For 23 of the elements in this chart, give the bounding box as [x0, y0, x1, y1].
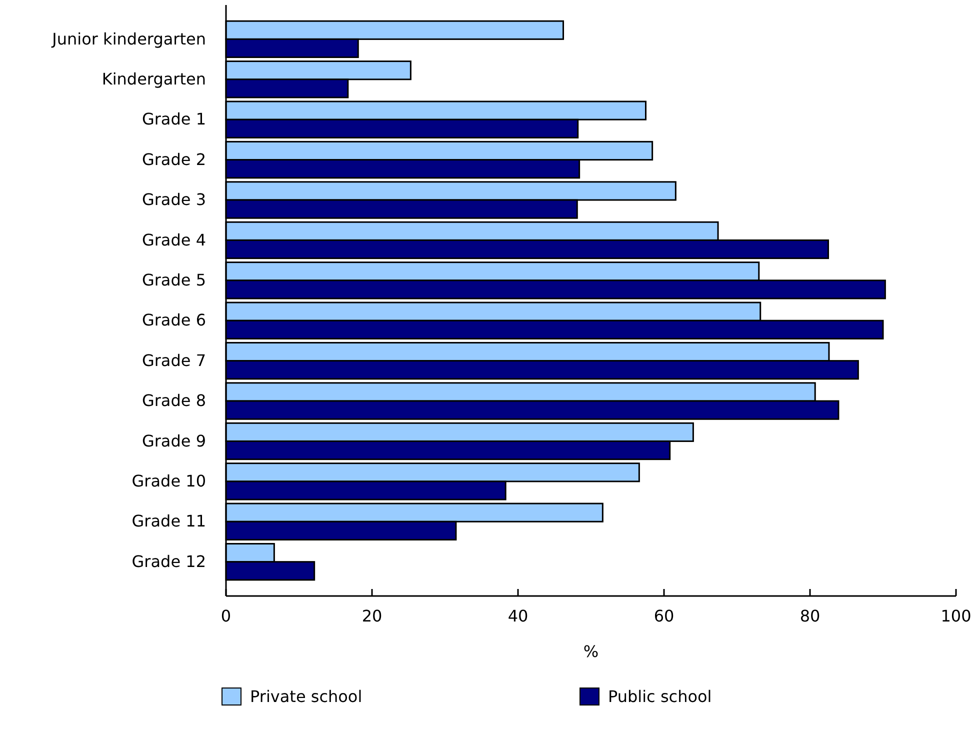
y-tick-label: Grade 11	[132, 512, 206, 531]
y-tick-label: Grade 7	[142, 350, 206, 370]
y-tick-label: Grade 12	[132, 552, 206, 571]
y-tick-label: Grade 1	[142, 110, 206, 129]
y-tick-label: Kindergarten	[102, 70, 206, 88]
x-axis-title: %	[583, 642, 599, 661]
y-tick-label: Junior kindergarten	[51, 29, 206, 48]
y-tick-label: Grade 10	[132, 472, 206, 491]
x-tick-label: 40	[508, 606, 528, 626]
legend-label: Private school	[250, 687, 362, 706]
x-tick-label: 80	[800, 606, 820, 626]
y-tick-label: Grade 4	[142, 230, 206, 250]
y-tick-label: Grade 2	[142, 150, 206, 169]
x-tick-label: 60	[654, 606, 674, 626]
x-tick-label: 20	[362, 606, 382, 626]
y-tick-label: Grade 9	[142, 431, 206, 450]
x-tick-label: 0	[220, 606, 232, 626]
y-tick-label: Grade 6	[142, 310, 206, 330]
y-tick-label: Grade 3	[142, 190, 206, 210]
y-tick-label: Grade 5	[142, 270, 206, 290]
y-tick-label: Grade 8	[142, 391, 206, 410]
x-tick-label: 100	[940, 606, 972, 626]
legend-label: Public school	[608, 687, 712, 706]
